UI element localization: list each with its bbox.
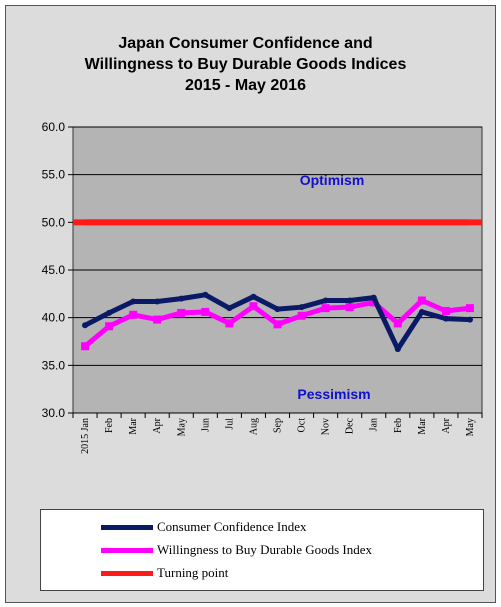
- x-tick-label-15: Apr: [441, 417, 452, 433]
- point-willingness-7: [249, 302, 258, 311]
- point-consumer-confidence-4: [178, 295, 185, 302]
- point-consumer-confidence-3: [154, 298, 161, 305]
- point-consumer-confidence-8: [274, 306, 281, 313]
- legend-swatch-turning-point: [101, 570, 153, 576]
- point-willingness-2: [129, 310, 138, 319]
- x-tick-label-11: Dec: [345, 417, 356, 434]
- point-willingness-11: [345, 303, 354, 312]
- x-tick-label-2: Mar: [128, 417, 139, 434]
- point-consumer-confidence-16: [466, 316, 473, 323]
- x-tick-label-7: Aug: [248, 418, 259, 435]
- point-willingness-13: [393, 319, 402, 328]
- x-tick-label-5: Jun: [200, 418, 211, 432]
- point-consumer-confidence-1: [106, 309, 113, 316]
- point-willingness-15: [441, 306, 450, 315]
- point-consumer-confidence-0: [82, 322, 89, 329]
- y-tick-label-5: 55.0: [42, 168, 66, 182]
- y-tick-label-1: 35.0: [42, 358, 66, 372]
- legend-item-turning-point: Turning point: [101, 562, 228, 584]
- y-tick-label-3: 45.0: [42, 263, 66, 277]
- x-tick-label-3: Apr: [152, 417, 163, 433]
- point-willingness-1: [105, 322, 114, 331]
- x-tick-label-1: Feb: [104, 418, 115, 433]
- x-tick-label-13: Feb: [393, 418, 404, 433]
- point-consumer-confidence-6: [226, 305, 233, 312]
- point-willingness-3: [153, 315, 162, 324]
- point-willingness-16: [465, 304, 474, 313]
- x-tick-label-6: Jul: [224, 418, 235, 430]
- legend-item-consumer-confidence: Consumer Confidence Index: [101, 516, 306, 538]
- point-willingness-14: [417, 296, 426, 305]
- x-tick-label-12: Jan: [369, 418, 380, 431]
- legend-label-consumer-confidence: Consumer Confidence Index: [157, 519, 307, 534]
- legend-label-willingness: Willingness to Buy Durable Goods Index: [157, 542, 373, 557]
- legend-item-willingness: Willingness to Buy Durable Goods Index: [101, 539, 372, 561]
- x-tick-label-4: May: [176, 418, 187, 436]
- legend-swatch-willingness: [101, 547, 153, 553]
- annotation-pessimism: Pessimism: [297, 386, 370, 402]
- x-tick-label-16: May: [465, 418, 476, 436]
- point-consumer-confidence-5: [202, 291, 209, 298]
- chart-title-line-3: 2015 - May 2016: [185, 77, 306, 94]
- point-willingness-4: [177, 308, 186, 317]
- x-tick-label-14: Mar: [417, 417, 428, 434]
- y-tick-label-6: 60.0: [42, 120, 66, 134]
- x-tick-label-0: 2015 Jan: [80, 418, 91, 454]
- point-consumer-confidence-13: [394, 346, 401, 353]
- chart-title-line-1: Japan Consumer Confidence and: [118, 35, 373, 52]
- point-willingness-9: [297, 311, 306, 320]
- point-willingness-10: [321, 304, 330, 313]
- chart-legend: Consumer Confidence Index Willingness to…: [40, 509, 484, 591]
- x-tick-label-10: Nov: [321, 418, 332, 435]
- y-tick-label-4: 50.0: [42, 215, 66, 229]
- point-consumer-confidence-14: [418, 308, 425, 315]
- point-consumer-confidence-12: [370, 294, 377, 301]
- point-willingness-6: [225, 319, 234, 328]
- annotation-optimism: Optimism: [300, 172, 365, 188]
- legend-label-turning-point: Turning point: [157, 565, 229, 580]
- point-consumer-confidence-11: [346, 297, 353, 304]
- point-willingness-5: [201, 307, 210, 316]
- x-tick-label-9: Oct: [297, 418, 308, 433]
- point-willingness-8: [273, 320, 282, 329]
- legend-swatch-consumer-confidence: [101, 524, 153, 530]
- point-consumer-confidence-15: [442, 315, 449, 322]
- point-willingness-0: [81, 342, 90, 351]
- point-consumer-confidence-9: [298, 304, 305, 311]
- chart-title-line-2: Willingness to Buy Durable Goods Indices: [84, 56, 407, 73]
- y-tick-label-0: 30.0: [42, 406, 66, 420]
- point-consumer-confidence-2: [130, 298, 137, 305]
- point-consumer-confidence-10: [322, 297, 329, 304]
- y-tick-label-2: 40.0: [42, 311, 66, 325]
- point-consumer-confidence-7: [250, 293, 257, 300]
- x-tick-label-8: Sep: [273, 418, 284, 433]
